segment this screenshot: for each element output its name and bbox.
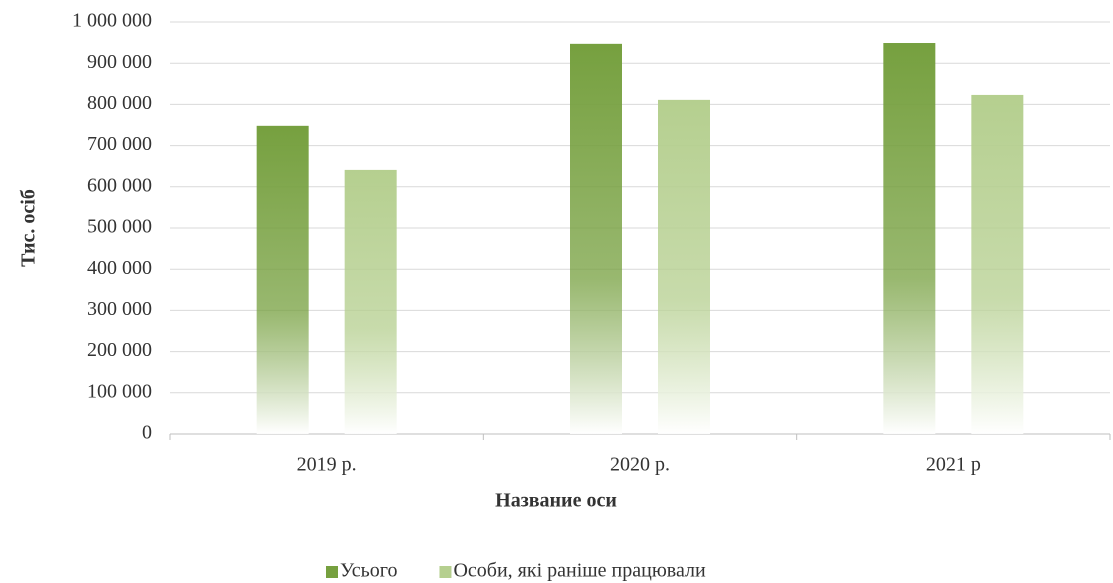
y-tick-label: 900 000 (87, 51, 152, 73)
y-tick-label: 800 000 (87, 92, 152, 114)
x-tick-label: 2019 р. (297, 454, 357, 476)
y-axis-title: Тис. осіб (18, 189, 40, 267)
x-axis-title: Название оси (495, 490, 617, 512)
y-tick-label: 1 000 000 (72, 10, 152, 32)
y-tick-label: 700 000 (87, 133, 152, 155)
bar (256, 125, 309, 434)
x-tick-label: 2020 р. (610, 454, 670, 476)
legend-swatch (326, 566, 338, 578)
y-tick-label: 0 (142, 422, 152, 444)
y-tick-label: 100 000 (87, 380, 152, 402)
legend-swatch (439, 566, 452, 578)
y-tick-label: 400 000 (87, 257, 152, 279)
legend-label: Особи, які раніше працювали (453, 560, 706, 582)
bar (658, 99, 710, 435)
legend-label: Усього (340, 560, 397, 582)
x-tick-label: 2021 р (926, 454, 981, 476)
y-tick-label: 600 000 (87, 174, 152, 196)
y-tick-label: 500 000 (87, 216, 152, 238)
bar (883, 43, 936, 435)
y-tick-label: 200 000 (87, 339, 152, 361)
bar (344, 169, 397, 434)
y-tick-label: 300 000 (87, 298, 152, 320)
bar (570, 43, 622, 434)
bar (971, 94, 1024, 434)
